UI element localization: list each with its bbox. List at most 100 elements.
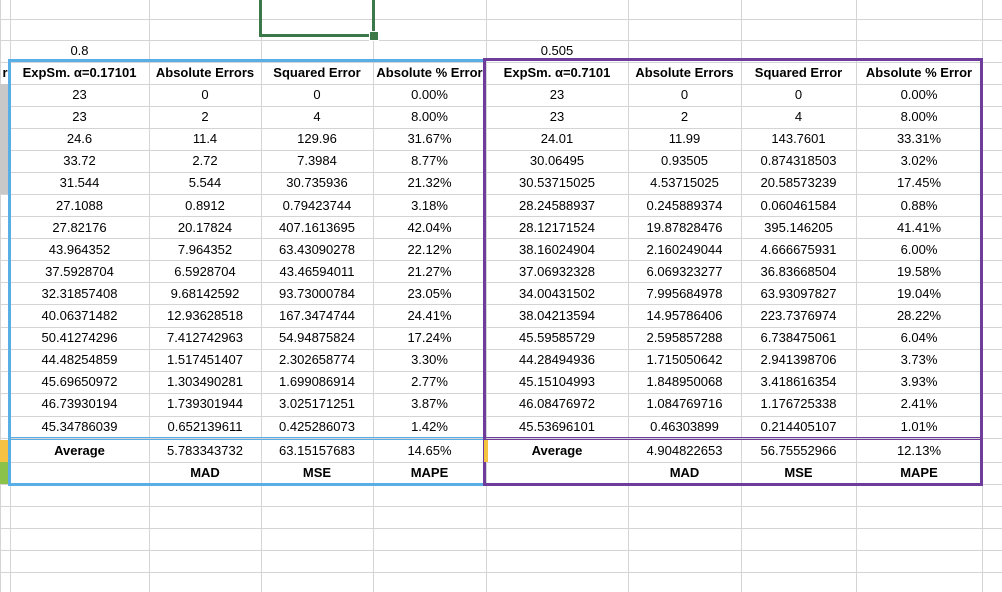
right_table-cell[interactable]: 0.874318503 bbox=[760, 153, 837, 168]
right_table-cell[interactable]: 28.12171524 bbox=[519, 220, 595, 235]
left_table-cell[interactable]: 33.72 bbox=[63, 153, 96, 168]
left_table-cell[interactable]: 45.34786039 bbox=[41, 419, 118, 434]
right_table-cell[interactable]: 33.31% bbox=[896, 131, 942, 146]
left_table-cell[interactable]: 0 bbox=[201, 87, 209, 102]
right_table-average-cell[interactable]: 56.75552966 bbox=[760, 443, 837, 458]
left_table-cell[interactable]: 0.79423744 bbox=[282, 198, 352, 213]
left_table-cell[interactable]: 30.735936 bbox=[286, 175, 348, 190]
alpha-value-left[interactable]: 0.8 bbox=[70, 43, 89, 58]
left_table-cell[interactable]: 63.43090278 bbox=[279, 242, 355, 257]
right_table-cell[interactable]: 2.941398706 bbox=[760, 352, 837, 367]
left_table-cell[interactable]: 50.41274296 bbox=[41, 330, 118, 345]
right_table-cell[interactable]: 11.99 bbox=[668, 131, 701, 146]
left_table-cell[interactable]: 9.68142592 bbox=[170, 286, 240, 301]
right_table-cell[interactable]: 4.666675931 bbox=[760, 242, 837, 257]
left_table-cell[interactable]: 43.46594011 bbox=[279, 264, 355, 279]
right_table-cell[interactable]: 2.595857288 bbox=[646, 330, 723, 345]
left_table-cell[interactable]: 12.93628518 bbox=[167, 308, 243, 323]
left_table-cell[interactable]: 3.025171251 bbox=[279, 396, 355, 411]
left_table-cell[interactable]: 7.3984 bbox=[297, 153, 337, 168]
left_table-cell[interactable]: 6.5928704 bbox=[174, 264, 236, 279]
cut-header-fragment[interactable]: r bbox=[2, 65, 8, 80]
left_table-cell[interactable]: 8.00% bbox=[411, 109, 448, 124]
right_table-average-cell[interactable]: Average bbox=[531, 443, 583, 458]
right_table-header-1[interactable]: Absolute Errors bbox=[635, 65, 734, 80]
right_table-cell[interactable]: 38.16024904 bbox=[519, 242, 595, 257]
left_table-header-0[interactable]: ExpSm. α=0.17101 bbox=[22, 65, 137, 80]
left_table-cell[interactable]: 23.05% bbox=[407, 286, 452, 301]
left_table-cell[interactable]: 43.964352 bbox=[48, 242, 111, 257]
left_table-cell[interactable]: 2 bbox=[201, 109, 209, 124]
right_table-cell[interactable]: 2.41% bbox=[900, 396, 938, 411]
right_table-cell[interactable]: 0.060461584 bbox=[760, 198, 837, 213]
left_table-average-cell[interactable]: Average bbox=[54, 443, 105, 458]
right_table-cell[interactable]: 38.04213594 bbox=[519, 308, 595, 323]
right_table-cell[interactable]: 3.418616354 bbox=[760, 374, 837, 389]
right_table-average-cell[interactable]: 4.904822653 bbox=[646, 443, 723, 458]
left_table-cell[interactable]: 3.87% bbox=[411, 396, 448, 411]
right_table-cell[interactable]: 0 bbox=[680, 87, 689, 102]
left_table-cell[interactable]: 0.652139611 bbox=[167, 419, 243, 434]
left_table-cell[interactable]: 0 bbox=[313, 87, 321, 102]
left_table-cell[interactable]: 45.69650972 bbox=[41, 374, 118, 389]
left_table-cell[interactable]: 42.04% bbox=[407, 220, 452, 235]
left_table-cell[interactable]: 21.32% bbox=[407, 175, 452, 190]
right_table-cell[interactable]: 1.715050642 bbox=[646, 352, 723, 367]
right_table-average-cell[interactable]: 12.13% bbox=[896, 443, 942, 458]
selected-cell-outline[interactable] bbox=[259, 0, 375, 37]
left_table-cell[interactable]: 1.42% bbox=[411, 419, 448, 434]
right_table-cell[interactable]: 3.73% bbox=[900, 352, 938, 367]
right_table-cell[interactable]: 6.04% bbox=[900, 330, 938, 345]
right_table-cell[interactable]: 0 bbox=[794, 87, 803, 102]
left_table-cell[interactable]: 23 bbox=[72, 87, 87, 102]
left_table-cell[interactable]: 0.8912 bbox=[185, 198, 225, 213]
right_table-cell[interactable]: 3.02% bbox=[900, 153, 938, 168]
right_table-cell[interactable]: 143.7601 bbox=[771, 131, 826, 146]
right_table-header-3[interactable]: Absolute % Error bbox=[865, 65, 973, 80]
left_table-cell[interactable]: 407.1613695 bbox=[279, 220, 355, 235]
right_table-cell[interactable]: 6.069323277 bbox=[646, 264, 723, 279]
right_table-cell[interactable]: 14.95786406 bbox=[646, 308, 723, 323]
right_table-cell[interactable]: 4.53715025 bbox=[650, 175, 719, 190]
right_table-cell[interactable]: 3.93% bbox=[900, 374, 938, 389]
left_table-cell[interactable]: 8.77% bbox=[411, 153, 448, 168]
right_table-metric-label[interactable]: MAD bbox=[669, 465, 700, 480]
left_table-cell[interactable]: 32.31857408 bbox=[41, 286, 118, 301]
right_table-cell[interactable]: 30.53715025 bbox=[519, 175, 595, 190]
right_table-cell[interactable]: 28.22% bbox=[896, 308, 942, 323]
left_table-cell[interactable]: 167.3474744 bbox=[279, 308, 355, 323]
right_table-cell[interactable]: 0.93505 bbox=[661, 153, 708, 168]
left_table-cell[interactable]: 3.30% bbox=[411, 352, 448, 367]
right_table-cell[interactable]: 34.00431502 bbox=[519, 286, 595, 301]
left_table-cell[interactable]: 37.5928704 bbox=[45, 264, 114, 279]
left_table-cell[interactable]: 44.48254859 bbox=[41, 352, 118, 367]
right_table-cell[interactable]: 28.24588937 bbox=[519, 198, 595, 213]
left_table-average-cell[interactable]: 63.15157683 bbox=[279, 443, 355, 458]
left_table-cell[interactable]: 20.17824 bbox=[177, 220, 233, 235]
right_table-cell[interactable]: 0.245889374 bbox=[646, 198, 723, 213]
left_table-average-cell[interactable]: 14.65% bbox=[407, 443, 452, 458]
left_table-average-cell[interactable]: 5.783343732 bbox=[167, 443, 243, 458]
right_table-cell[interactable]: 19.87828476 bbox=[646, 220, 723, 235]
right_table-cell[interactable]: 0.214405107 bbox=[760, 419, 837, 434]
left_table-cell[interactable]: 17.24% bbox=[407, 330, 452, 345]
fill-handle[interactable] bbox=[369, 31, 379, 41]
left_table-header-3[interactable]: Absolute % Error bbox=[376, 65, 483, 80]
left_table-cell[interactable]: 54.94875824 bbox=[279, 330, 355, 345]
right_table-cell[interactable]: 36.83668504 bbox=[760, 264, 837, 279]
right_table-cell[interactable]: 1.01% bbox=[900, 419, 938, 434]
right_table-cell[interactable]: 6.738475061 bbox=[760, 330, 837, 345]
left_table-cell[interactable]: 24.41% bbox=[407, 308, 452, 323]
right_table-cell[interactable]: 7.995684978 bbox=[646, 286, 723, 301]
left_table-metric-label[interactable]: MSE bbox=[302, 465, 332, 480]
right_table-cell[interactable]: 30.06495 bbox=[529, 153, 585, 168]
left_table-cell[interactable]: 1.739301944 bbox=[167, 396, 243, 411]
right_table-cell[interactable]: 44.28494936 bbox=[519, 352, 595, 367]
left_table-cell[interactable]: 4 bbox=[313, 109, 321, 124]
left_table-header-2[interactable]: Squared Error bbox=[273, 65, 361, 80]
right_table-cell[interactable]: 0.88% bbox=[900, 198, 938, 213]
right_table-cell[interactable]: 1.176725338 bbox=[760, 396, 837, 411]
left_table-cell[interactable]: 40.06371482 bbox=[41, 308, 118, 323]
left_table-cell[interactable]: 5.544 bbox=[188, 175, 222, 190]
right_table-cell[interactable]: 4 bbox=[794, 109, 803, 124]
